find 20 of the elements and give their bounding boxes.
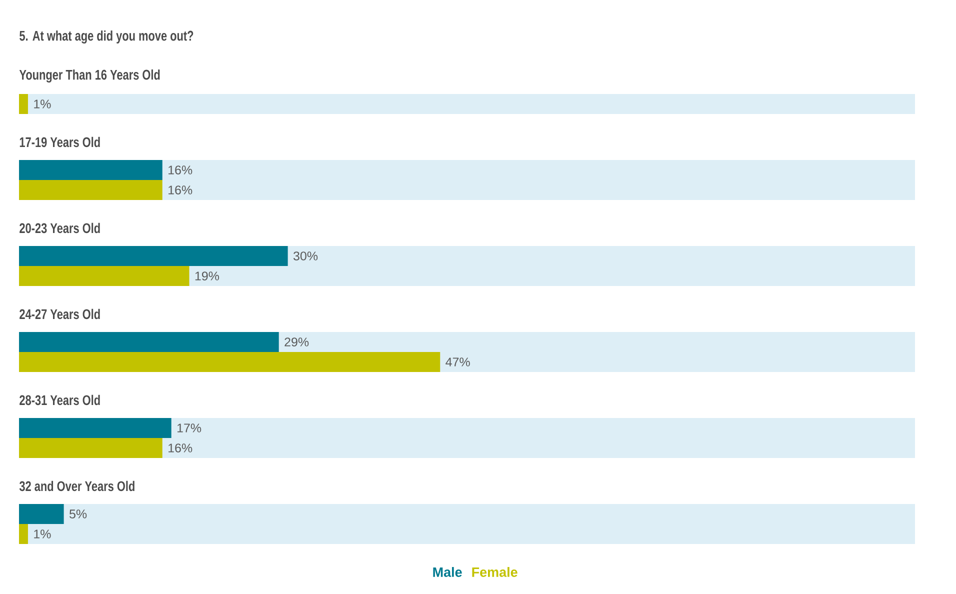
- data-label: 1%: [34, 530, 51, 538]
- y-tick-label: 24-27 Years Old: [20, 308, 100, 320]
- data-label: 19%: [195, 272, 220, 280]
- data-label: 30%: [293, 252, 318, 260]
- data-label: 1%: [34, 100, 51, 108]
- data-label: 17%: [177, 424, 202, 432]
- y-tick-label: 20-23 Years Old: [20, 222, 100, 234]
- data-label: 16%: [168, 186, 192, 194]
- data-label: 29%: [284, 338, 309, 346]
- chart-title: 5. At what age did you move out?: [20, 30, 194, 44]
- y-tick-label: 28-31 Years Old: [20, 394, 100, 406]
- y-tick-label: 17-19 Years Old: [20, 136, 100, 148]
- text: Female: [472, 567, 518, 577]
- data-label: 16%: [168, 444, 192, 452]
- text: Male: [433, 567, 462, 577]
- y-tick-label: 32 and Over Years Old: [19, 480, 134, 492]
- y-tick-label: Younger Than 16 Years Old: [19, 69, 160, 83]
- data-label: 16%: [168, 166, 192, 174]
- data-label: 5%: [70, 510, 87, 518]
- data-label: 47%: [446, 358, 470, 366]
